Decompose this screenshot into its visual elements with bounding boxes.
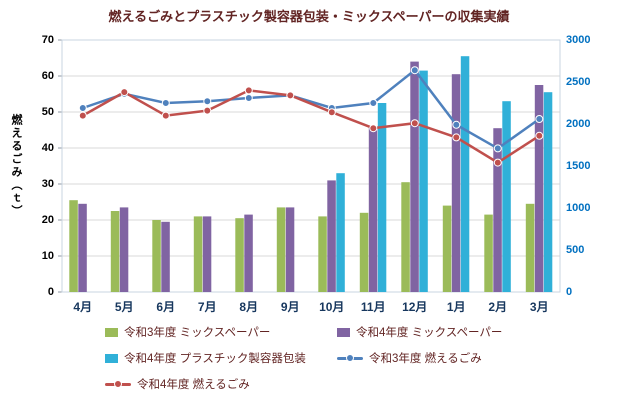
right-axis-tick: 2000 bbox=[566, 118, 591, 130]
legend-item-r3-mixpaper: 令和3年度 ミックスペーパー bbox=[105, 324, 325, 340]
legend-item-r4-burnable: 令和4年度 燃えるごみ bbox=[105, 376, 325, 392]
legend-item-r3-burnable: 令和3年度 燃えるごみ bbox=[337, 350, 502, 366]
right-axis-tick: 1000 bbox=[566, 202, 591, 214]
x-axis-tick: 3月 bbox=[529, 300, 549, 314]
legend-swatch-r3-burnable-icon bbox=[337, 356, 363, 360]
left-axis-tick: 10 bbox=[41, 250, 54, 262]
left-axis-tick: 50 bbox=[41, 106, 54, 118]
left-axis-tick: 20 bbox=[41, 214, 54, 226]
right-axis-tick: 1500 bbox=[566, 160, 591, 172]
legend-swatch-r4-burnable-icon bbox=[105, 382, 131, 386]
legend-swatch-r3-mixpaper-icon bbox=[105, 327, 118, 337]
x-axis-tick: 8月 bbox=[239, 300, 259, 314]
left-axis-tick: 30 bbox=[41, 178, 54, 190]
x-axis-tick: 2月 bbox=[488, 300, 508, 314]
legend-item-r4-mixpaper: 令和4年度 ミックスペーパー bbox=[337, 324, 502, 340]
chart-title: 燃えるごみとプラスチック製容器包装・ミックスペーパーの収集実績 bbox=[108, 9, 510, 24]
right-axis-tick: 500 bbox=[566, 244, 585, 256]
legend-item-r4-plastic: 令和4年度 プラスチック製容器包装 bbox=[105, 350, 325, 366]
legend-swatch-r4-mixpaper-icon bbox=[337, 327, 350, 337]
x-axis-tick: 5月 bbox=[114, 300, 134, 314]
x-axis-tick: 11月 bbox=[360, 300, 386, 314]
x-axis-tick: 9月 bbox=[280, 300, 300, 314]
legend-swatch-r4-plastic-icon bbox=[105, 353, 118, 363]
legend: 令和3年度 ミックスペーパー 令和4年度 ミックスペーパー 令和4年度 プラスチ… bbox=[105, 324, 502, 392]
left-axis-tick: 0 bbox=[47, 286, 54, 298]
x-axis-tick: 7月 bbox=[197, 300, 217, 314]
legend-label-r4-burnable: 令和4年度 燃えるごみ bbox=[137, 379, 250, 391]
legend-label-r4-mixpaper: 令和4年度 ミックスペーパー bbox=[356, 327, 503, 339]
left-axis-title: 燃えるごみ（ｔ） bbox=[10, 114, 22, 218]
left-axis-tick: 70 bbox=[41, 34, 54, 46]
x-axis-tick: 1月 bbox=[446, 300, 466, 314]
x-axis-tick: 10月 bbox=[319, 300, 345, 314]
legend-label-r3-burnable: 令和3年度 燃えるごみ bbox=[369, 353, 482, 365]
legend-label-r4-plastic: 令和4年度 プラスチック製容器包装 bbox=[124, 353, 306, 365]
legend-label-r3-mixpaper: 令和3年度 ミックスペーパー bbox=[124, 327, 271, 339]
x-axis-tick: 4月 bbox=[73, 300, 93, 314]
right-axis-tick: 2500 bbox=[566, 76, 591, 88]
left-axis-tick: 60 bbox=[41, 70, 54, 82]
left-axis-tick: 40 bbox=[41, 142, 54, 154]
right-axis-tick: 0 bbox=[566, 286, 573, 298]
right-axis-tick: 3000 bbox=[566, 34, 591, 46]
x-axis-tick: 12月 bbox=[402, 300, 428, 314]
x-axis-tick: 6月 bbox=[156, 300, 176, 314]
